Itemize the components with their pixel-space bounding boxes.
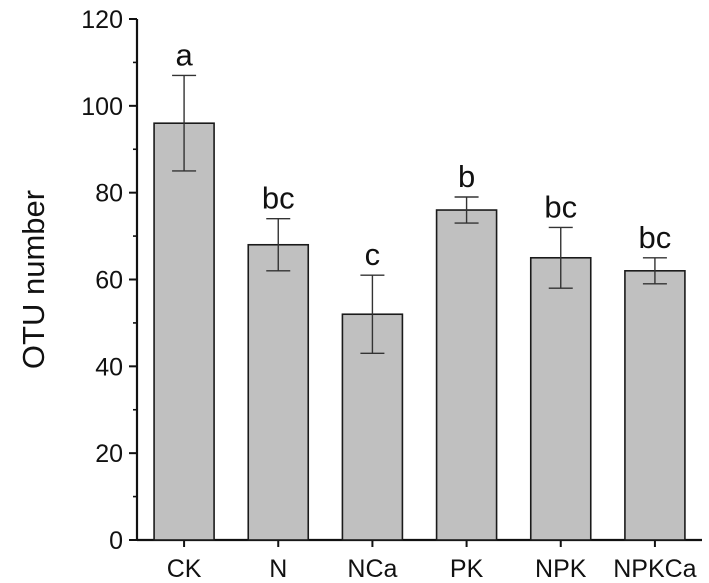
y-tick-label: 40 (95, 353, 123, 381)
plot-area: 0 20 40 60 80 100 120 a CK bc Nc NCa b PK bc NPK bc NPKCa (81, 6, 702, 583)
x-tick-label: NPK (535, 555, 587, 583)
x-tick-label: NPKCa (613, 555, 696, 583)
y-tick-label: 0 (109, 527, 123, 555)
bar-pk (435, 209, 498, 541)
y-tick-label: 60 (95, 267, 123, 295)
y-tick-label: 100 (81, 93, 123, 121)
significance-label: bc (262, 181, 295, 216)
x-tick-label: NCa (347, 555, 397, 583)
x-tick-label: N (269, 555, 287, 583)
significance-label: bc (639, 220, 672, 255)
significance-label: a (175, 37, 193, 72)
x-tick-label: CK (167, 555, 202, 583)
y-tick-label: 80 (95, 180, 123, 208)
y-tick-label: 20 (95, 440, 123, 468)
significance-label: b (458, 159, 475, 194)
bar-npk (529, 256, 592, 541)
y-axis-label: OTU number (16, 190, 51, 369)
bar-ck (153, 122, 215, 541)
bar-npkca (624, 270, 686, 541)
bar-n (247, 243, 310, 541)
significance-label: c (365, 237, 381, 272)
x-tick-label: PK (450, 555, 484, 583)
significance-label: bc (544, 189, 577, 224)
y-tick-label: 120 (81, 6, 123, 34)
